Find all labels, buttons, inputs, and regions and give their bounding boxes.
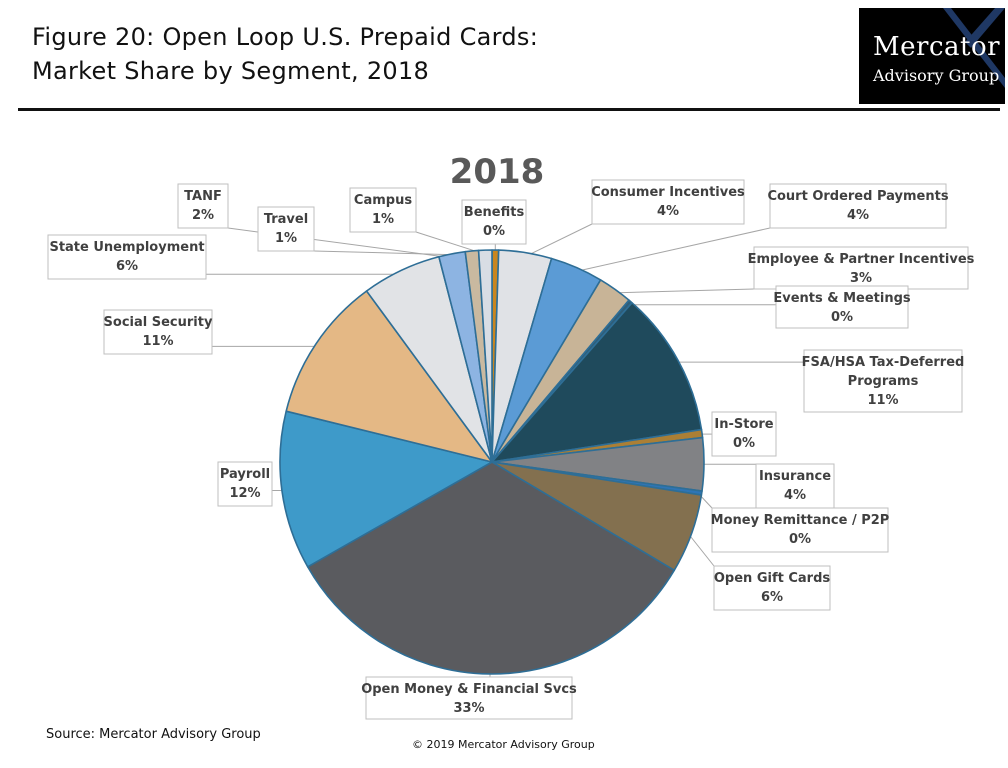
pie-slice-social-security [285,290,493,463]
data-label-box [711,411,777,457]
data-label-name: Benefits [464,205,525,220]
data-label-name: In-Store [714,417,773,432]
leader-lines [206,223,804,677]
data-label-open-gift-cards: Open Gift Cards 6% [713,565,831,611]
data-label-social-security: Social Security 11% [103,309,213,355]
data-label-value: 11% [142,334,173,349]
source-note: Source: Mercator Advisory Group [46,727,261,742]
data-label-name: Open Money & Financial Svcs [361,682,577,697]
data-label-in-store: In-Store 0% [711,411,777,457]
leader-line-open-gift-cards [687,532,715,567]
data-label-name: Consumer Incentives [591,185,745,200]
data-label-box [711,507,889,553]
pie-slices [279,249,705,675]
mercator-logo: Mercator Advisory Group [859,8,1005,104]
data-label-value: 6% [761,590,783,605]
figure-title-line-1: Figure 20: Open Loop U.S. Prepaid Cards: [32,23,539,51]
logo-line-2: Advisory Group [873,66,1000,85]
data-label-box [775,285,909,329]
data-label-value: 0% [483,224,505,239]
data-label-name: Money Remittance / P2P [711,513,890,528]
data-label-name: Employee & Partner Incentives [748,252,975,267]
data-label-box [461,199,527,245]
data-label-value: 6% [116,259,138,274]
logo-line-1: Mercator [873,32,1001,62]
data-label-money-remittance-p2p: Money Remittance / P2P 0% [711,507,890,553]
data-label-value: 0% [831,310,853,325]
pie-slice-campus [477,249,493,463]
data-label-box [177,183,229,229]
leader-line-employee-partner-incentives [612,288,755,294]
data-label-name: Social Security [104,315,213,330]
pie-slice-payroll [279,410,493,568]
data-label-value: 2% [192,208,214,223]
logo-x-mark-icon [943,8,1005,88]
data-label-open-money-financial-svcs: Open Money & Financial Svcs 33% [361,676,577,720]
data-label-value: 12% [229,486,260,501]
data-label-insurance: Insurance 4% [755,463,835,509]
data-label-fsa-hsa-tax-deferred-programs: FSA/HSA Tax-Deferred Programs 11% [802,349,965,413]
figure-title-line-2: Market Share by Segment, 2018 [32,57,430,85]
pie-slice-fsa-hsa-tax-deferred-programs [491,302,703,463]
data-label-name: Campus [354,193,412,208]
data-label-court-ordered-payments: Court Ordered Payments 4% [767,183,949,229]
data-label-employee-partner-incentives: Employee & Partner Incentives 3% [748,246,975,290]
data-label-name: State Unemployment [49,240,204,255]
data-label-value: 11% [867,393,898,408]
data-label-consumer-incentives: Consumer Incentives 4% [591,179,745,225]
data-label-box [349,187,417,233]
data-label-box [217,461,273,507]
data-label-value: 0% [733,436,755,451]
data-label-box [257,206,315,252]
data-label-name: Insurance [759,469,831,484]
data-label-box [47,234,207,280]
copyright-note: © 2019 Mercator Advisory Group [412,738,595,751]
data-label-box [713,565,831,611]
data-label-box [753,246,969,290]
data-label-box [803,349,963,413]
data-label-payroll: Payroll 12% [217,461,273,507]
data-label-value: 1% [372,212,394,227]
data-label-value: 4% [847,208,869,223]
title-divider [18,108,1000,111]
data-label-benefits: Benefits 0% [461,199,527,245]
chart-title: 2018 [450,152,545,192]
data-label-travel: Travel 1% [257,206,315,252]
data-label-box [591,179,745,225]
data-label-state-unemployment: State Unemployment 6% [47,234,207,280]
data-label-name: Open Gift Cards [714,571,831,586]
data-label-name: Court Ordered Payments [767,189,948,204]
leader-line-court-ordered-payments [574,227,771,273]
data-label-tanf: TANF 2% [177,183,229,229]
data-label-campus: Campus 1% [349,187,417,233]
data-label-name: Payroll [220,467,270,482]
data-label-events-meetings: Events & Meetings 0% [773,285,911,329]
figure-title: Figure 20: Open Loop U.S. Prepaid Cards:… [32,20,538,88]
data-label-box [769,183,947,229]
data-label-box [365,676,573,720]
data-label-value: 1% [275,231,297,246]
leader-line-consumer-incentives [524,223,593,258]
data-label-box [103,309,213,355]
data-label-name: FSA/HSA Tax-Deferred [802,355,965,370]
data-label-value: 0% [789,532,811,547]
data-label-value: 4% [784,488,806,503]
data-label-name: Travel [264,212,308,227]
data-label-value: 33% [453,701,484,716]
data-label-value: 3% [850,271,872,286]
data-label-name: Events & Meetings [773,291,911,306]
data-label-value: 4% [657,204,679,219]
data-label-name: Programs [848,374,919,389]
data-label-name: TANF [184,189,222,204]
